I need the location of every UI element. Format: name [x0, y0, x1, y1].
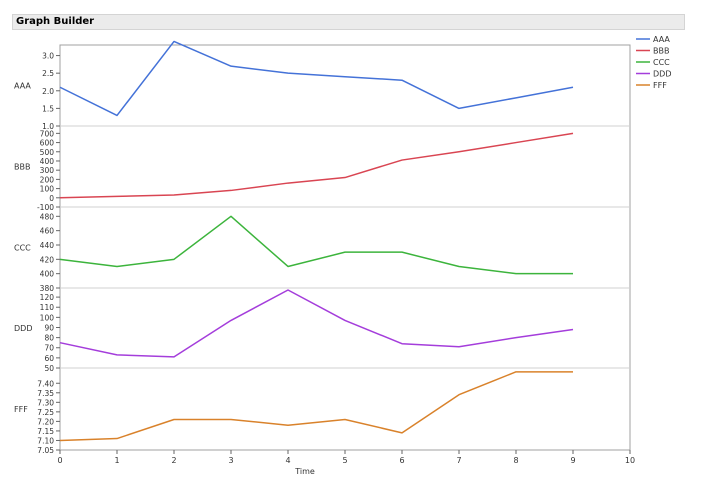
- x-tick-label: 7: [456, 456, 461, 465]
- y-tick-label: 50: [44, 364, 54, 373]
- y-tick-label: 7.25: [37, 408, 54, 417]
- y-tick-label: 400: [40, 270, 55, 279]
- panel-ccc: CCC 380 400 420 440 460 480: [14, 212, 573, 293]
- y-tick-label: 600: [40, 139, 55, 148]
- y-tick-label: 70: [44, 344, 54, 353]
- y-tick-label: 7.15: [37, 427, 54, 436]
- chart-panels: AAA1.01.52.02.53.0BBB-100010020030040050…: [14, 40, 574, 455]
- legend-label-bbb: BBB: [653, 47, 669, 56]
- y-tick-label: 80: [44, 334, 54, 343]
- panel-label-ddd: DDD: [14, 324, 32, 333]
- panel-label-aaa: AAA: [14, 82, 31, 91]
- panel-label-ccc: CCC: [14, 244, 31, 253]
- series-line-ccc: [59, 215, 573, 275]
- y-tick-label: 7.05: [37, 446, 54, 455]
- panel-aaa: AAA 1.0 1.5 2.0 2.5 3.0: [14, 40, 574, 131]
- y-tick-label: 460: [40, 227, 55, 236]
- x-tick-label: 1: [114, 456, 119, 465]
- y-tick-label: 0: [49, 194, 54, 203]
- panel-label-bbb: BBB: [14, 163, 30, 172]
- x-tick-label: 5: [342, 456, 347, 465]
- y-tick-label: 500: [40, 148, 55, 157]
- legend-label-ccc: CCC: [653, 58, 670, 67]
- series-line-aaa: [59, 40, 574, 117]
- y-tick-label: 7.20: [37, 417, 54, 426]
- series-line-bbb: [59, 132, 574, 199]
- y-tick-label: 3.0: [42, 52, 54, 61]
- y-tick-label: 120: [40, 293, 55, 302]
- x-tick-label: 10: [625, 456, 635, 465]
- y-tick-label: 7.10: [37, 436, 54, 445]
- y-tick-label: 480: [40, 212, 55, 221]
- x-tick-label: 0: [57, 456, 62, 465]
- x-axis: 0 1 2 3 4 5 6 7 8 9 10 Time: [57, 450, 635, 476]
- x-tick-label: 3: [228, 456, 233, 465]
- x-tick-label: 4: [285, 456, 290, 465]
- y-tick-label: 2.5: [42, 69, 54, 78]
- x-tick-label: 6: [399, 456, 404, 465]
- series-line-ddd: [59, 289, 574, 358]
- y-tick-label: 60: [44, 354, 54, 363]
- graph-builder-title: Graph Builder: [16, 16, 95, 27]
- x-tick-label: 8: [513, 456, 518, 465]
- y-tick-label: -100: [37, 203, 54, 212]
- y-tick-label: 200: [40, 175, 55, 184]
- y-tick-label: 2.0: [42, 87, 54, 96]
- y-tick-label: 110: [40, 303, 55, 312]
- y-tick-label: 440: [40, 241, 55, 250]
- x-tick-label: 9: [570, 456, 575, 465]
- y-tick-label: 700: [40, 129, 55, 138]
- series-line-fff: [59, 371, 573, 442]
- y-tick-label: 1.0: [42, 122, 54, 131]
- graph-builder-header: Graph Builder: [12, 14, 685, 30]
- y-tick-label: 420: [40, 255, 55, 264]
- x-tick-label: 2: [171, 456, 176, 465]
- legend: AAA BBB CCC DDD FFF: [636, 35, 671, 90]
- y-tick-label: 1.5: [42, 104, 54, 113]
- y-tick-label: 100: [40, 313, 55, 322]
- panel-fff: FFF 7.057.107.157.207.257.307.357.40: [14, 371, 573, 455]
- y-tick-label: 380: [40, 284, 55, 293]
- panel-label-fff: FFF: [14, 405, 28, 414]
- y-tick-label: 100: [40, 185, 55, 194]
- legend-label-aaa: AAA: [653, 35, 670, 44]
- legend-label-fff: FFF: [653, 81, 667, 90]
- plot-frame: [59, 44, 631, 451]
- legend-label-ddd: DDD: [653, 70, 671, 79]
- y-tick-label: 7.35: [37, 389, 54, 398]
- y-tick-label: 7.30: [37, 398, 54, 407]
- y-tick-label: 7.40: [37, 379, 54, 388]
- y-tick-label: 90: [44, 323, 54, 332]
- x-axis-label: Time: [294, 467, 315, 476]
- plot-border: [59, 44, 631, 451]
- y-tick-label: 300: [40, 166, 55, 175]
- y-tick-label: 400: [40, 157, 55, 166]
